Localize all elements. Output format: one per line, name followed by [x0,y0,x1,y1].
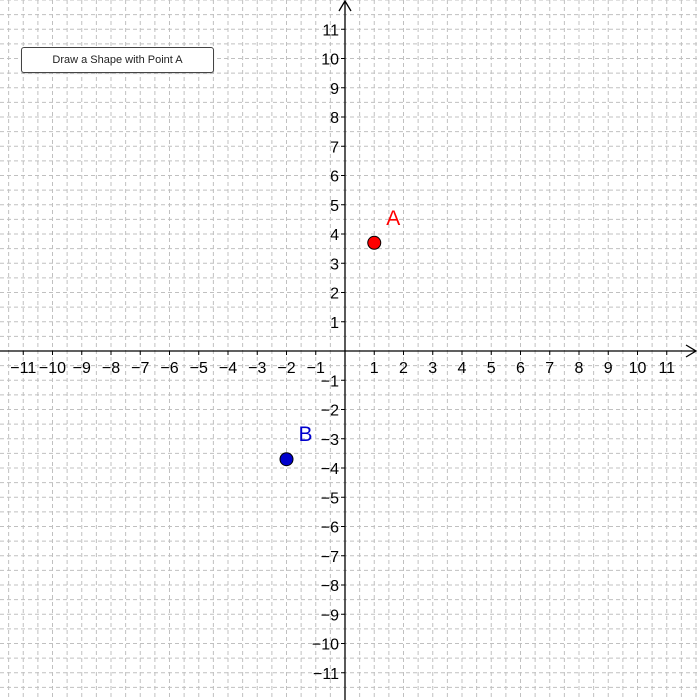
x-tick-label: 10 [629,360,647,377]
x-tick-label: 7 [545,360,554,377]
x-tick-label: 6 [516,360,525,377]
y-tick-label: −2 [321,403,339,420]
y-tick-label: −4 [321,461,339,478]
x-tick-label: −5 [190,360,208,377]
point-a[interactable] [367,235,382,250]
y-tick-label: 7 [330,139,339,156]
x-axis-arrow [685,344,698,358]
y-tick-label: 11 [322,22,339,39]
x-tick-label: −2 [277,360,295,377]
tick-labels: −11 −10 −9 −8 −7 −6 −5 −4 −3 −2 −1 1 2 3 4 5 6 7 8 9 10 11111… [10,22,675,683]
x-tick-label: −6 [160,360,178,377]
y-tick-label: 3 [330,256,339,273]
y-tick-label: −3 [321,432,339,449]
y-tick-label: 2 [330,286,339,303]
x-tick-label: −9 [73,360,91,377]
y-tick-label: −6 [321,520,339,537]
x-tick-label: 4 [458,360,467,377]
x-tick-label: −8 [102,360,120,377]
y-tick-label: −1 [321,373,339,390]
x-tick-label: 9 [604,360,613,377]
y-tick-label: −5 [321,490,339,507]
x-tick-label: 8 [575,360,584,377]
x-tick-label: −3 [248,360,266,377]
y-tick-label: −8 [321,578,339,595]
x-tick-label: 1 [370,360,379,377]
point-b[interactable] [279,452,294,467]
y-tick-label: 10 [321,52,339,69]
point-a-label: A [386,207,400,230]
x-tick-label: −11 [10,360,36,377]
x-tick-label: 5 [487,360,496,377]
draw-shape-button[interactable]: Draw a Shape with Point A [21,47,214,73]
y-tick-label: 5 [330,198,339,215]
point-b-label: B [299,423,313,446]
y-tick-label: −10 [312,637,339,654]
y-tick-label: −7 [321,549,339,566]
y-tick-label: 1 [330,315,339,332]
y-tick-label: −11 [313,666,339,683]
x-tick-label: −1 [307,360,325,377]
y-tick-label: 6 [330,169,339,186]
x-tick-label: 11 [658,360,675,377]
y-tick-label: 4 [330,227,339,244]
x-tick-label: −7 [131,360,149,377]
x-tick-label: 2 [399,360,408,377]
y-tick-label: 8 [330,110,339,127]
y-tick-label: 9 [330,81,339,98]
points[interactable]: AB [279,207,400,467]
x-tick-label: 3 [428,360,437,377]
y-axis-arrow [338,0,352,12]
x-tick-label: −4 [219,360,237,377]
x-tick-label: −10 [39,360,66,377]
y-tick-label: −9 [321,607,339,624]
